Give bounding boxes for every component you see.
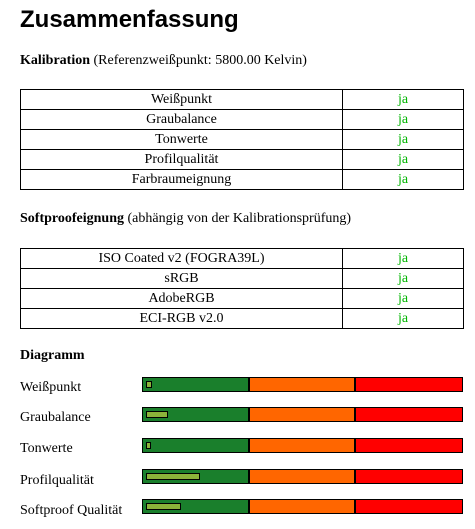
bar-orange-segment — [250, 500, 356, 513]
bar-orange-segment — [250, 408, 356, 421]
softproof-heading-label: Softproofeignung — [20, 211, 124, 226]
row-value: ja — [342, 268, 464, 289]
bar-red-segment — [356, 470, 462, 483]
softproof-table: ISO Coated v2 (FOGRA39L) ja sRGB ja Adob… — [20, 248, 464, 329]
bar-green-segment — [143, 408, 250, 421]
page-title: Zusammenfassung — [20, 6, 239, 33]
calibration-heading: Kalibration (Referenzweißpunkt: 5800.00 … — [20, 53, 307, 69]
diagram-label: Softproof Qualität — [20, 503, 123, 518]
row-name: sRGB — [20, 268, 343, 289]
table-row: Graubalance ja — [20, 109, 464, 130]
table-row: Farbraumeignung ja — [20, 169, 464, 190]
bar-red-segment — [356, 439, 462, 452]
table-row: Tonwerte ja — [20, 129, 464, 150]
level-indicator — [146, 503, 181, 510]
row-name: Farbraumeignung — [20, 169, 343, 190]
diagram-bar — [142, 377, 463, 392]
row-value: ja — [342, 89, 464, 110]
row-name: Graubalance — [20, 109, 343, 130]
diagram-bar — [142, 499, 463, 514]
calibration-subtitle: (Referenzweißpunkt: 5800.00 Kelvin) — [93, 53, 307, 68]
table-row: Weißpunkt ja — [20, 89, 464, 110]
diagram-label: Graubalance — [20, 410, 91, 425]
calibration-table: Weißpunkt ja Graubalance ja Tonwerte ja … — [20, 89, 464, 190]
softproof-subtitle: (abhängig von der Kalibrationsprüfung) — [127, 211, 352, 226]
bar-red-segment — [356, 378, 462, 391]
bar-green-segment — [143, 439, 250, 452]
row-value: ja — [342, 149, 464, 170]
diagram-heading: Diagramm — [20, 348, 85, 364]
diagram-heading-label: Diagramm — [20, 348, 85, 363]
level-indicator — [146, 411, 168, 418]
table-row: ISO Coated v2 (FOGRA39L) ja — [20, 248, 464, 269]
row-value: ja — [342, 129, 464, 150]
level-indicator — [146, 381, 152, 388]
bar-green-segment — [143, 500, 250, 513]
row-value: ja — [342, 248, 464, 269]
bar-orange-segment — [250, 378, 356, 391]
row-name: AdobeRGB — [20, 288, 343, 309]
table-row: ECI-RGB v2.0 ja — [20, 308, 464, 329]
table-row: sRGB ja — [20, 268, 464, 289]
row-name: ECI-RGB v2.0 — [20, 308, 343, 329]
diagram-label: Weißpunkt — [20, 380, 82, 395]
bar-red-segment — [356, 408, 462, 421]
table-row: AdobeRGB ja — [20, 288, 464, 309]
bar-orange-segment — [250, 470, 356, 483]
bar-green-segment — [143, 378, 250, 391]
level-indicator — [146, 473, 200, 480]
table-row: Profilqualität ja — [20, 149, 464, 170]
row-name: Tonwerte — [20, 129, 343, 150]
bar-orange-segment — [250, 439, 356, 452]
softproof-heading: Softproofeignung (abhängig von der Kalib… — [20, 211, 351, 227]
diagram-bar — [142, 469, 463, 484]
row-value: ja — [342, 169, 464, 190]
diagram-bar — [142, 407, 463, 422]
diagram-label: Profilqualität — [20, 473, 94, 488]
calibration-heading-label: Kalibration — [20, 53, 91, 68]
row-value: ja — [342, 109, 464, 130]
row-name: Profilqualität — [20, 149, 343, 170]
row-name: ISO Coated v2 (FOGRA39L) — [20, 248, 343, 269]
diagram-bar — [142, 438, 463, 453]
diagram-label: Tonwerte — [20, 441, 73, 456]
bar-green-segment — [143, 470, 250, 483]
bar-red-segment — [356, 500, 462, 513]
row-name: Weißpunkt — [20, 89, 343, 110]
row-value: ja — [342, 288, 464, 309]
level-indicator — [146, 442, 151, 449]
row-value: ja — [342, 308, 464, 329]
